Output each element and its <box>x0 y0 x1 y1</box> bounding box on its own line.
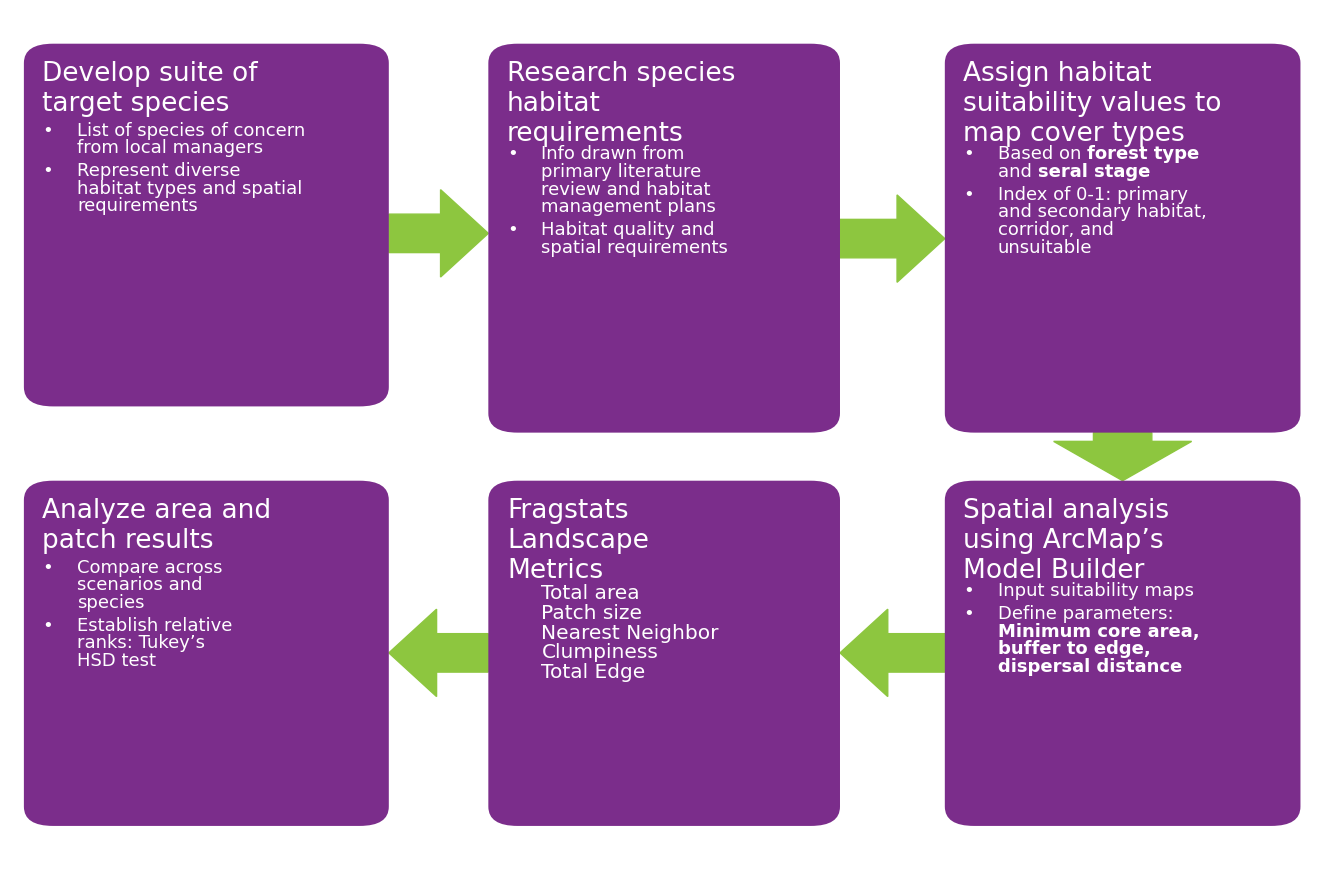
Text: corridor, and: corridor, and <box>998 221 1113 239</box>
Text: List of species of concern: List of species of concern <box>77 121 305 140</box>
Text: •: • <box>42 617 53 635</box>
Text: •: • <box>42 162 53 180</box>
Text: HSD test: HSD test <box>77 652 157 669</box>
Text: •: • <box>963 582 974 600</box>
Text: •: • <box>507 221 518 239</box>
Text: Index of 0-1: primary: Index of 0-1: primary <box>998 186 1188 204</box>
Text: Fragstats
Landscape
Metrics: Fragstats Landscape Metrics <box>507 498 649 584</box>
Text: Establish relative: Establish relative <box>77 617 232 635</box>
Polygon shape <box>389 190 488 277</box>
Text: from local managers: from local managers <box>77 139 263 157</box>
Text: habitat types and spatial: habitat types and spatial <box>77 180 303 198</box>
Text: Represent diverse: Represent diverse <box>77 162 240 180</box>
FancyBboxPatch shape <box>945 44 1300 433</box>
Text: •: • <box>963 186 974 204</box>
Text: •: • <box>507 145 518 163</box>
Text: ranks: Tukey’s: ranks: Tukey’s <box>77 635 204 652</box>
Text: spatial requirements: spatial requirements <box>541 239 729 256</box>
FancyBboxPatch shape <box>24 481 389 826</box>
Text: and secondary habitat,: and secondary habitat, <box>998 204 1206 221</box>
Text: seral stage: seral stage <box>1038 163 1151 181</box>
Text: •: • <box>963 606 974 623</box>
Text: Total Edge: Total Edge <box>541 662 646 682</box>
Text: review and habitat: review and habitat <box>541 181 711 198</box>
Text: Spatial analysis
using ArcMap’s
Model Builder: Spatial analysis using ArcMap’s Model Bu… <box>963 498 1169 584</box>
Text: •: • <box>963 145 974 163</box>
Text: Nearest Neighbor: Nearest Neighbor <box>541 624 719 642</box>
FancyBboxPatch shape <box>24 44 389 406</box>
Text: management plans: management plans <box>541 198 717 216</box>
FancyBboxPatch shape <box>945 481 1300 826</box>
Text: Patch size: Patch size <box>541 604 642 623</box>
Text: requirements: requirements <box>77 198 198 215</box>
Text: Clumpiness: Clumpiness <box>541 643 658 662</box>
Text: dispersal distance: dispersal distance <box>998 658 1182 676</box>
Text: Info drawn from: Info drawn from <box>541 145 685 163</box>
FancyBboxPatch shape <box>488 481 840 826</box>
Text: Analyze area and
patch results: Analyze area and patch results <box>42 498 272 554</box>
Polygon shape <box>840 609 945 697</box>
Text: unsuitable: unsuitable <box>998 239 1092 256</box>
Text: Input suitability maps: Input suitability maps <box>998 582 1194 600</box>
Text: Minimum core area,: Minimum core area, <box>998 623 1200 641</box>
Text: Total area: Total area <box>541 585 640 603</box>
Text: Research species
habitat
requirements: Research species habitat requirements <box>507 61 735 147</box>
Text: forest type: forest type <box>1087 145 1200 163</box>
Text: primary literature: primary literature <box>541 163 702 181</box>
Text: scenarios and: scenarios and <box>77 576 203 594</box>
Text: Based on: Based on <box>998 145 1087 163</box>
Text: Define parameters:: Define parameters: <box>998 606 1173 623</box>
Text: Assign habitat
suitability values to
map cover types: Assign habitat suitability values to map… <box>963 61 1222 147</box>
Polygon shape <box>1054 433 1192 481</box>
FancyBboxPatch shape <box>488 44 840 433</box>
Text: buffer to edge,: buffer to edge, <box>998 641 1151 658</box>
Text: •: • <box>42 121 53 140</box>
Polygon shape <box>389 609 488 697</box>
Text: Develop suite of
target species: Develop suite of target species <box>42 61 257 117</box>
Text: •: • <box>42 558 53 577</box>
Polygon shape <box>840 195 945 282</box>
Text: and: and <box>998 163 1038 181</box>
Text: species: species <box>77 593 145 612</box>
Text: Habitat quality and: Habitat quality and <box>541 221 715 239</box>
Text: Compare across: Compare across <box>77 558 223 577</box>
